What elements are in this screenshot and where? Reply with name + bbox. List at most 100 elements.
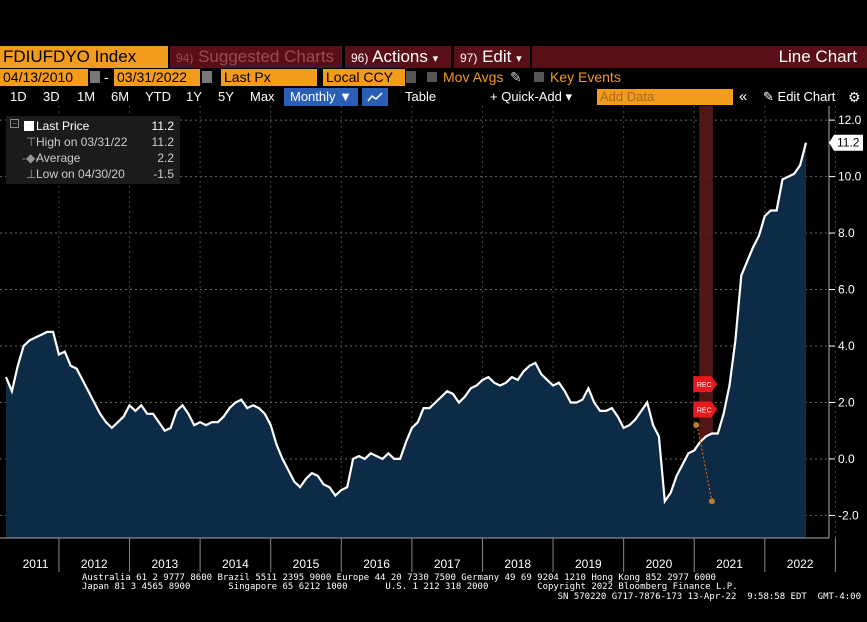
menu-number: 96) (351, 51, 369, 65)
edit-chart-label: Edit Chart (777, 89, 836, 104)
mov-avgs-label: Mov Avgs (443, 69, 504, 85)
y-tick-label: 8.0 (838, 226, 855, 240)
rec-flag (693, 401, 718, 418)
x-tick-label: 2019 (575, 557, 602, 571)
y-tick-label: 4.0 (838, 339, 855, 353)
rec-flag (693, 376, 718, 393)
x-tick-label: 2016 (363, 557, 390, 571)
x-tick-label: 2017 (434, 557, 461, 571)
series-area (6, 142, 806, 538)
legend-key: Last Price (36, 119, 90, 133)
x-tick-label: 2013 (151, 557, 178, 571)
toolbar: 1D 3D 1M 6M YTD 1Y 5Y Max Monthly ▼ Tabl… (0, 88, 867, 106)
calendar-icon[interactable] (202, 71, 212, 83)
x-axis: 2011 2012 2013 2014 2015 2016 2017 2018 2019 2020… (0, 537, 836, 572)
suggested-charts-menu[interactable]: 94) Suggested Charts (170, 46, 342, 68)
y-tick-label: 0.0 (838, 452, 855, 466)
legend-value: 11.2 (151, 135, 174, 149)
legend-row-last-price: − Last Price 11.2 (6, 118, 180, 134)
range-ytd-button[interactable]: YTD (145, 89, 171, 104)
range-6m-button[interactable]: 6M (111, 89, 130, 104)
y-tick-label: 12.0 (838, 113, 862, 127)
chevron-down-icon[interactable] (406, 71, 416, 83)
y-tick-label: 10.0 (838, 170, 862, 184)
currency-selector[interactable]: Local CCY (323, 69, 405, 86)
quick-add-button[interactable]: + Quick-Add ▾ (490, 89, 573, 104)
rec-label: REC (697, 408, 712, 415)
legend-row-average: -◆- Average 2.2 (6, 150, 180, 166)
pencil-icon: ✎ (763, 89, 774, 104)
field-selector[interactable]: Last Px (221, 69, 317, 86)
collapse-icon[interactable]: − (10, 119, 19, 128)
mov-avgs-checkbox[interactable] (427, 72, 437, 82)
add-data-input[interactable]: Add Data (597, 89, 733, 105)
rec-event-marker[interactable]: REC (693, 376, 718, 393)
period-selector[interactable]: Monthly ▼ (284, 88, 358, 106)
edit-chart-button[interactable]: ✎ Edit Chart (763, 88, 835, 106)
params-bar: 04/13/2010 - 03/31/2022 Last Px Local CC… (0, 69, 867, 87)
x-tick-label: 2021 (716, 557, 743, 571)
edit-menu[interactable]: 97) Edit ▾ (454, 46, 530, 68)
ticker-field[interactable]: FDIUFDYO Index (0, 46, 168, 68)
footer-contacts-line2: Japan 81 3 4565 8900 Singapore 65 6212 1… (82, 582, 738, 592)
menu-label: Edit (482, 47, 512, 66)
collapse-icon[interactable]: « (739, 88, 748, 105)
calendar-icon[interactable] (90, 71, 100, 83)
legend-value: -1.5 (153, 167, 174, 181)
menu-label: Actions (372, 47, 428, 66)
chart-view-button[interactable] (362, 88, 388, 106)
menu-number: 97) (460, 51, 478, 65)
range-1m-button[interactable]: 1M (77, 89, 96, 104)
recession-band (699, 106, 713, 538)
menu-label: Suggested Charts (198, 47, 335, 66)
legend-row-high: ⊤ High on 03/31/22 11.2 (6, 134, 180, 150)
line-chart: REC REC -2.0 0.0 2.0 4.0 6.0 8.0 10.0 12.0 11.2 2… (0, 106, 863, 572)
x-tick-label: 2011 (23, 557, 49, 571)
range-3d-button[interactable]: 3D (43, 89, 60, 104)
high-marker-icon: ⊤ (26, 135, 37, 149)
rec-label: REC (697, 382, 712, 389)
rec-event-marker[interactable]: REC (693, 401, 718, 418)
event-point (708, 498, 715, 505)
range-1d-button[interactable]: 1D (10, 89, 27, 104)
title-bar: FDIUFDYO Index 94) Suggested Charts 96) … (0, 46, 867, 68)
line-chart-icon (367, 92, 383, 102)
gear-icon[interactable]: ⚙ (848, 89, 861, 105)
event-connector (696, 424, 713, 502)
last-value-label: 11.2 (837, 136, 860, 150)
x-tick-label: 2018 (504, 557, 531, 571)
x-tick-label: 2022 (787, 557, 814, 571)
y-tick-label: -2.0 (838, 508, 859, 522)
legend-key: High on 03/31/22 (36, 135, 128, 149)
footer-serial: SN 570220 G717-7876-173 13-Apr-22 9:58:5… (557, 592, 861, 602)
footer: Australia 61 2 9777 8600 Brazil 5511 239… (0, 572, 867, 622)
legend-row-low: ⊥ Low on 04/30/20 -1.5 (6, 166, 180, 182)
x-tick-label: 2012 (81, 557, 108, 571)
chevron-down-icon: ▾ (516, 53, 522, 65)
legend-value: 11.2 (151, 119, 174, 133)
title-bar-fill (532, 46, 867, 68)
range-max-button[interactable]: Max (250, 89, 275, 104)
footer-contacts-line1: Australia 61 2 9777 8600 Brazil 5511 239… (82, 573, 716, 583)
table-button[interactable]: Table (405, 89, 437, 104)
range-1y-button[interactable]: 1Y (186, 89, 202, 104)
key-events-checkbox[interactable] (534, 72, 544, 82)
y-tick-label: 2.0 (838, 395, 855, 409)
chart-type-label: Line Chart (778, 47, 857, 66)
actions-menu[interactable]: 96) Actions ▾ (345, 46, 451, 68)
legend-key: Low on 04/30/20 (36, 167, 125, 181)
low-marker-icon: ⊥ (26, 167, 37, 181)
series-line (4, 142, 808, 505)
event-markers: REC REC (693, 376, 718, 505)
average-marker-icon: -◆- (22, 151, 40, 165)
menu-number: 94) (176, 51, 194, 65)
pencil-icon[interactable]: ✎ (510, 69, 522, 85)
series-swatch (24, 121, 34, 131)
range-5y-button[interactable]: 5Y (218, 89, 234, 104)
recession-shading (699, 106, 713, 538)
end-date-field[interactable]: 03/31/2022 (114, 69, 200, 86)
y-tick-label: 6.0 (838, 283, 855, 297)
chevron-down-icon: ▾ (432, 53, 439, 65)
x-tick-label: 2015 (293, 557, 320, 571)
start-date-field[interactable]: 04/13/2010 (0, 69, 88, 86)
